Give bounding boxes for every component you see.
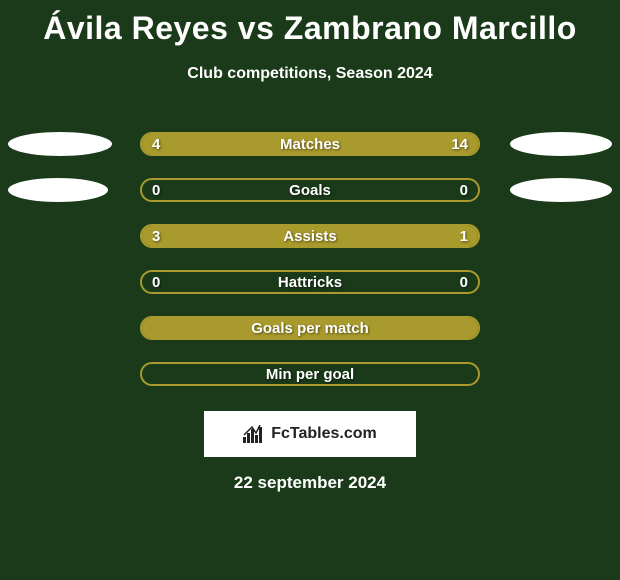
stat-bar: Matches4 14 (140, 132, 480, 156)
stat-row: Goals per match (0, 305, 620, 351)
stat-row: Hattricks0 0 (0, 259, 620, 305)
stat-row: Matches4 14 (0, 121, 620, 167)
stat-row: Assists3 1 (0, 213, 620, 259)
stat-label: Min per goal (142, 364, 478, 384)
brand-text: FcTables.com (271, 425, 377, 443)
stat-value-left: 0 (142, 272, 170, 292)
stat-value-left: 0 (142, 180, 170, 200)
stat-label: Assists (142, 226, 478, 246)
stat-value-right: 1 (450, 226, 478, 246)
stats-container: Matches414Goals00Assists31Hattricks00Goa… (0, 121, 620, 397)
stat-bar: Hattricks0 0 (140, 270, 480, 294)
player-avatar-left (8, 178, 108, 202)
stat-row: Min per goal (0, 351, 620, 397)
stat-value-right: 0 (450, 180, 478, 200)
stat-label: Hattricks (142, 272, 478, 292)
stat-label: Goals per match (142, 318, 478, 338)
subtitle: Club competitions, Season 2024 (0, 65, 620, 83)
player-avatar-left (8, 132, 112, 156)
stat-value-right: 0 (450, 272, 478, 292)
stat-bar: Goals per match (140, 316, 480, 340)
brand-box: FcTables.com (204, 411, 416, 457)
fctables-logo-icon (243, 425, 265, 443)
date-text: 22 september 2024 (0, 473, 620, 493)
player-avatar-right (510, 132, 612, 156)
stat-label: Goals (142, 180, 478, 200)
stat-bar: Min per goal (140, 362, 480, 386)
stat-value-left: 4 (142, 134, 170, 154)
stat-row: Goals0 0 (0, 167, 620, 213)
stat-bar: Goals0 0 (140, 178, 480, 202)
stat-bar: Assists3 1 (140, 224, 480, 248)
player-avatar-right (510, 178, 612, 202)
stat-value-right: 14 (441, 134, 478, 154)
page-title: Ávila Reyes vs Zambrano Marcillo (0, 0, 620, 47)
stat-value-left: 3 (142, 226, 170, 246)
stat-label: Matches (142, 134, 478, 154)
